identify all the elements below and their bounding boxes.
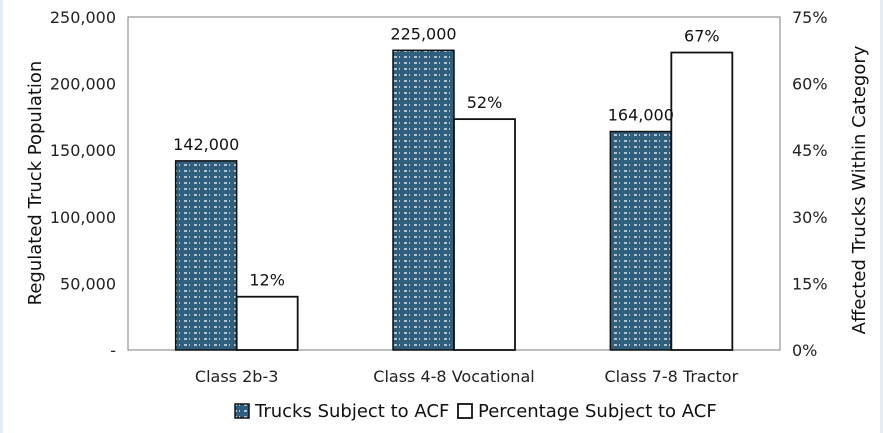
y2-tick-label: 0%	[792, 341, 817, 360]
category-label: Class 7-8 Tractor	[605, 367, 739, 386]
y2-tick-label: 30%	[792, 208, 828, 227]
y-tick-label: 150,000	[50, 141, 116, 160]
y-tick-label: 50,000	[60, 274, 116, 293]
legend-label-trucks: Trucks Subject to ACF	[254, 401, 449, 422]
bar-chart: Regulated Truck Population Affected Truc…	[25, 8, 870, 422]
y-tick-label: 250,000	[50, 8, 116, 27]
y2-tick-label: 75%	[792, 8, 828, 27]
bar-percentage	[235, 295, 299, 351]
legend-swatch-trucks	[234, 403, 250, 419]
category-label: Class 2b-3	[195, 367, 278, 386]
legend: Trucks Subject to ACF Percentage Subject…	[234, 401, 717, 422]
data-label-percentage: 67%	[684, 27, 720, 46]
data-label-percentage: 52%	[467, 93, 503, 112]
right-tick-labels: 0% 15% 30% 45% 60% 75%	[792, 8, 828, 360]
category-labels: Class 2b-3 Class 4-8 Vocational Class 7-8 …	[195, 367, 739, 386]
bar-percentage	[670, 51, 734, 351]
y-tick-label: 100,000	[50, 208, 116, 227]
y2-tick-label: 45%	[792, 141, 828, 160]
category-label: Class 4-8 Vocational	[373, 367, 534, 386]
y2-tick-label: 60%	[792, 75, 828, 94]
data-label-trucks: 142,000	[173, 135, 239, 154]
y2-axis-title: Affected Trucks Within Category	[849, 45, 870, 334]
bar-trucks	[392, 49, 455, 351]
bar-trucks	[609, 130, 673, 351]
data-label-percentage: 12%	[249, 271, 285, 290]
bars	[174, 49, 734, 351]
data-label-trucks: 164,000	[608, 106, 674, 125]
legend-swatch-percentage	[457, 403, 473, 419]
y-tick-label: -	[110, 341, 116, 360]
y-tick-label: 200,000	[50, 75, 116, 94]
left-tick-labels: - 50,000 100,000 150,000 200,000 250,000	[50, 8, 116, 360]
y2-tick-label: 15%	[792, 274, 828, 293]
data-label-trucks: 225,000	[390, 24, 456, 43]
bar-trucks	[174, 160, 238, 351]
bar-percentage	[453, 118, 516, 351]
legend-label-percentage: Percentage Subject to ACF	[478, 401, 717, 422]
data-labels: 142,000 12% 225,000 52% 164,000 67%	[173, 24, 720, 289]
y-axis-title: Regulated Truck Population	[25, 61, 46, 306]
